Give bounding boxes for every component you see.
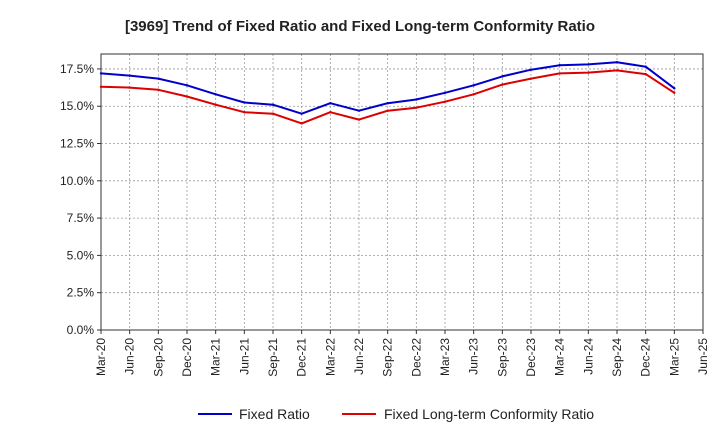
data-point [271,103,275,106]
plot-area-frame [100,53,704,331]
y-tick-label: 0.0% [67,323,95,337]
data-point [529,77,533,80]
x-tick-label: Mar-20 [94,338,108,376]
x-tick-label: Dec-21 [295,338,309,377]
data-point [673,87,676,90]
data-point [558,63,561,67]
data-point [271,112,275,115]
x-tick-label: Jun-22 [352,338,366,375]
x-tick-label: Jun-21 [237,338,251,375]
data-point [157,77,160,80]
data-point [243,101,246,104]
y-tick-label: 15.0% [60,99,94,113]
x-tick-label: Sep-24 [610,338,624,377]
data-point [300,112,303,115]
x-axis-tick-labels: Mar-20 Jun-20 Sep-20 Dec-20 Mar-21 Jun-21 Sep-… [94,338,710,377]
data-point [529,68,533,71]
data-point [99,85,103,89]
data-point [558,72,561,75]
data-point [185,84,189,87]
data-point [128,86,131,89]
y-axis-tick-labels: 0.0% 2.5% 5.0% 7.5% 10.0% 12.5% 15.0% 17.5% [60,62,94,337]
x-tick-label: Jun-23 [467,338,481,375]
data-point [472,84,475,87]
y-tick-label: 2.5% [67,286,95,300]
legend-label-1: Fixed Ratio [239,406,310,422]
grid-lines [101,54,704,330]
data-point [214,93,217,96]
x-tick-label: Mar-21 [209,338,223,376]
data-point [99,72,103,75]
data-point [615,61,619,64]
x-tick-label: Mar-24 [553,338,567,376]
data-point [587,63,590,66]
legend: Fixed Ratio Fixed Long-term Conformity Ra… [198,406,594,422]
data-point [501,75,504,78]
data-point [673,91,676,94]
data-point [472,93,475,96]
x-tick-label: Sep-23 [495,338,509,377]
x-tick-label: Sep-20 [151,338,165,377]
chart-title: [3969] Trend of Fixed Ratio and Fixed Lo… [125,18,595,35]
data-point [615,69,619,72]
data-point [443,91,447,94]
data-point [128,74,131,77]
y-tick-label: 17.5% [60,62,94,76]
x-tick-label: Dec-22 [409,338,423,377]
y-tick-label: 5.0% [67,248,95,262]
data-point [300,122,303,125]
data-point [415,106,418,109]
x-tick-label: Jun-25 [696,338,710,375]
axes [97,53,704,334]
x-tick-label: Mar-23 [438,338,452,376]
data-point [243,110,246,114]
data-point [443,100,447,103]
data-point [644,72,647,76]
data-point [214,103,217,106]
x-tick-label: Dec-20 [180,338,194,377]
data-point [644,65,647,68]
data-point [185,95,189,98]
y-tick-label: 12.5% [60,137,94,151]
series-lines [99,61,676,125]
data-point [157,88,160,92]
data-point [415,98,418,101]
x-tick-label: Mar-25 [667,338,681,376]
y-tick-label: 7.5% [67,211,95,225]
x-tick-label: Dec-23 [524,338,538,377]
x-tick-label: Sep-22 [381,338,395,377]
data-point [501,83,504,86]
x-tick-label: Jun-20 [123,338,137,375]
y-tick-label: 10.0% [60,174,94,188]
data-point [386,102,389,105]
data-point [587,71,590,74]
data-point [357,109,361,112]
data-point [329,102,332,105]
data-point [329,110,332,114]
x-tick-label: Dec-24 [639,338,653,377]
x-tick-label: Jun-24 [581,338,595,375]
legend-label-2: Fixed Long-term Conformity Ratio [384,406,594,422]
data-point [386,109,389,112]
data-point [357,118,361,121]
x-tick-label: Sep-21 [266,338,280,377]
x-tick-label: Mar-22 [323,338,337,376]
